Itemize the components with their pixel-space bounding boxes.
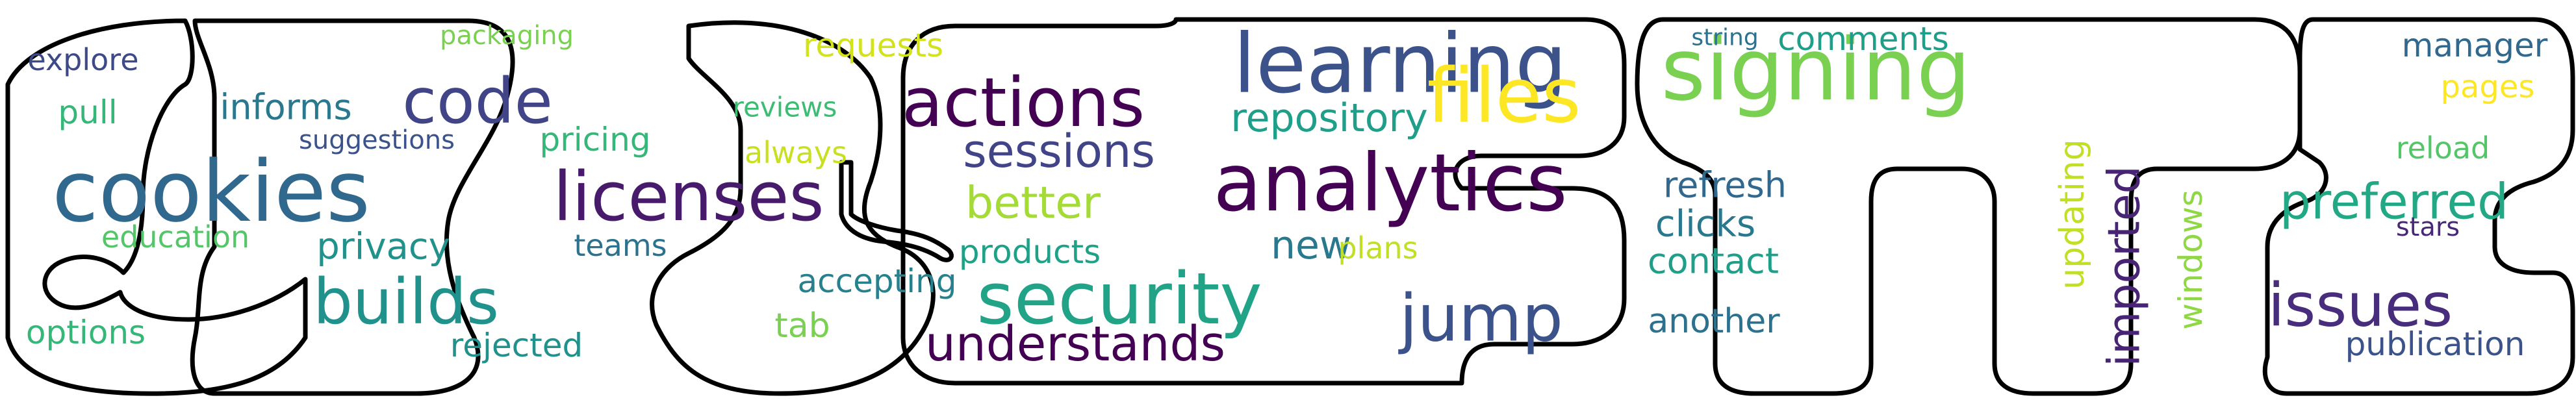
word-understands: understands [925,316,1225,372]
word-updating: updating [2053,139,2092,290]
word-contact: contact [1648,241,1779,282]
word-products: products [959,233,1101,271]
word-tab: tab [774,306,830,345]
word-accepting: accepting [797,262,956,300]
word-reload: reload [2396,131,2490,166]
word-files: files [1427,53,1581,140]
word-clicks: clicks [1655,203,1755,245]
word-education: education [101,219,249,255]
word-new: new [1271,223,1351,268]
word-plans: plans [1338,231,1418,266]
word-code: code [402,65,553,138]
word-better: better [965,178,1101,229]
word-actions: actions [902,63,1145,142]
word-security: security [976,257,1262,340]
word-learning: learning [1233,16,1567,112]
word-teams: teams [574,228,667,263]
word-another: another [1648,302,1780,341]
word-suggestions: suggestions [299,125,455,155]
word-privacy: privacy [316,226,450,268]
word-rejected: rejected [450,327,583,364]
word-explore: explore [27,42,138,77]
word-reviews: reviews [733,92,837,123]
outline-letter-z [2262,17,2575,396]
word-stars: stars [2396,212,2460,242]
word-pricing: pricing [540,121,651,158]
outline-letter-e [900,17,1627,386]
mask-outline [5,17,2575,396]
word-requests: requests [803,27,943,64]
word-publication: publication [2345,325,2525,363]
word-cookies: cookies [52,142,370,241]
outline-letter-t [1635,17,2302,396]
word-sessions: sessions [963,125,1155,178]
word-jump: jump [1398,281,1563,356]
word-string: string [1691,25,1758,51]
word-repository: repository [1231,95,1427,141]
word-layer: cookies signing learning analytics security a… [26,16,2548,373]
word-preferred: preferred [2280,173,2509,231]
word-analytics: analytics [1213,137,1567,229]
word-imported: imported [2099,166,2150,367]
word-pages: pages [2441,69,2535,105]
word-options: options [26,314,146,351]
word-licenses: licenses [553,157,824,236]
word-always: always [745,135,847,170]
word-builds: builds [313,266,499,338]
word-refresh: refresh [1663,165,1787,206]
word-windows: windows [2172,190,2210,330]
outline-letter-o [190,18,515,396]
outline-letter-d [650,20,936,396]
word-comments: comments [1778,20,1949,58]
outline-letter-c [5,18,308,396]
word-signing: signing [1661,20,1970,120]
word-packaging: packaging [440,21,574,51]
word-pull: pull [58,94,117,131]
word-informs: informs [220,87,351,128]
outline-hook [839,160,954,262]
word-manager: manager [2402,27,2548,64]
word-issues: issues [2268,271,2453,340]
